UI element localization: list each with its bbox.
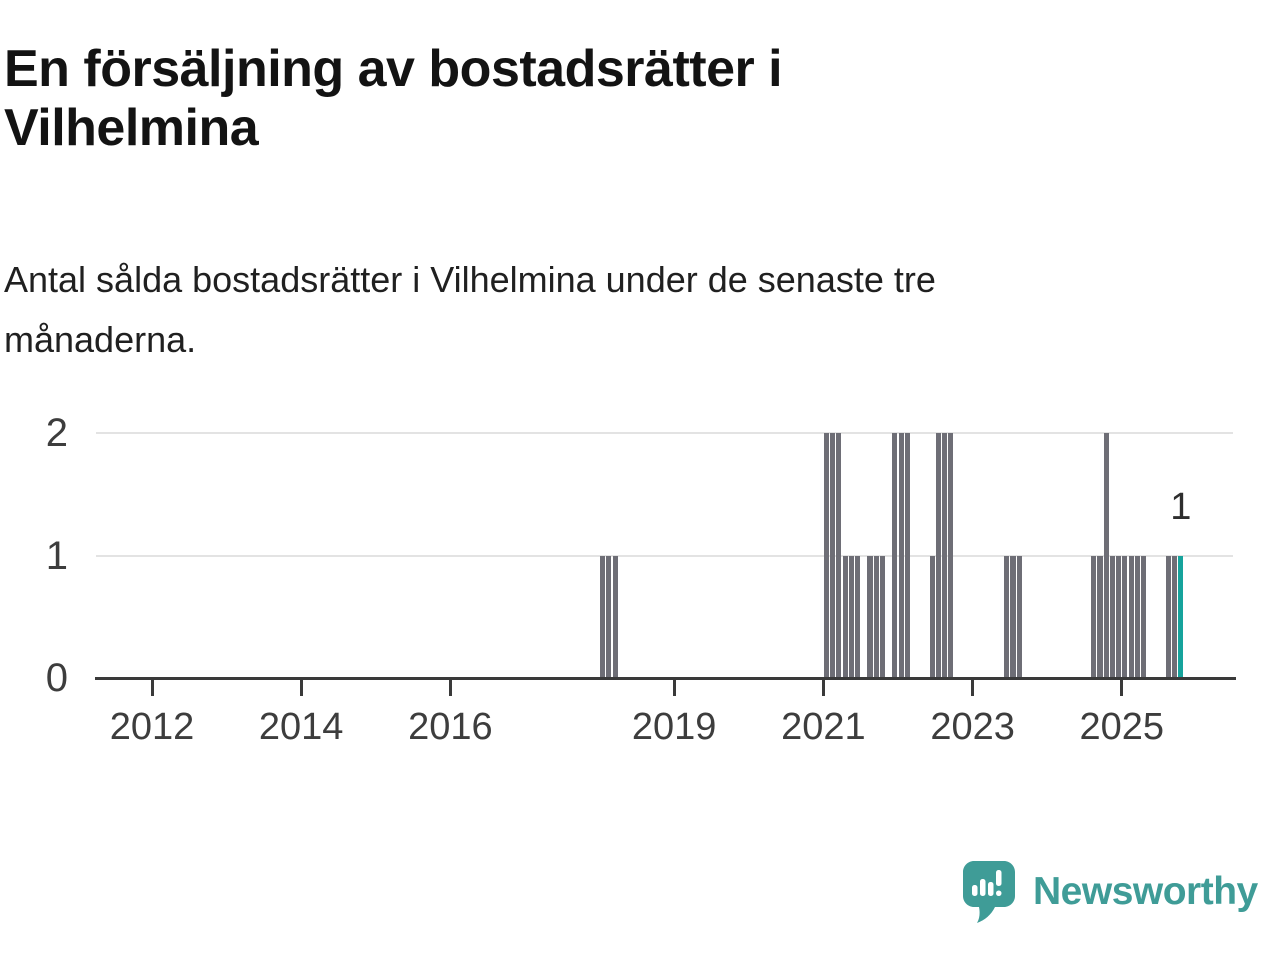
bar-2018-03 bbox=[612, 555, 618, 678]
bar-2025-01 bbox=[1122, 555, 1128, 678]
bar-2021-04 bbox=[842, 555, 848, 678]
x-tick-2019 bbox=[672, 680, 676, 696]
x-tick-2021 bbox=[821, 680, 825, 696]
bar-2024-10 bbox=[1103, 433, 1109, 678]
brand-footer: Newsworthy bbox=[961, 858, 1280, 928]
gridline-y1 bbox=[96, 554, 1233, 557]
bar-2025-08 bbox=[1165, 555, 1171, 678]
bar-2021-06 bbox=[855, 555, 861, 678]
bar-2023-07 bbox=[1010, 555, 1016, 678]
bar-2025-10 bbox=[1178, 555, 1184, 678]
chart-subtitle: Antal sålda bostadsrätter i Vilhelmina u… bbox=[4, 259, 936, 361]
bar-2021-08 bbox=[867, 555, 873, 678]
bar-2022-07 bbox=[935, 433, 941, 678]
x-axis-label-2014: 2014 bbox=[258, 706, 344, 748]
x-axis-label-2023: 2023 bbox=[930, 706, 1015, 748]
bar-2022-01 bbox=[898, 433, 904, 678]
bar-2025-03 bbox=[1134, 555, 1140, 678]
bar-2021-09 bbox=[873, 555, 879, 678]
bar-2024-11 bbox=[1109, 555, 1115, 678]
bar-2021-03 bbox=[836, 433, 842, 678]
x-tick-2012 bbox=[150, 680, 154, 696]
x-tick-2016 bbox=[448, 680, 452, 696]
bar-2021-05 bbox=[848, 555, 854, 678]
bar-2024-12 bbox=[1116, 555, 1122, 678]
x-axis-label-2025: 2025 bbox=[1079, 706, 1165, 748]
bar-2025-09 bbox=[1172, 555, 1178, 678]
bar-2021-02 bbox=[830, 433, 836, 678]
bar-2022-08 bbox=[942, 433, 948, 678]
bar-2021-01 bbox=[823, 433, 830, 678]
gridline-y2 bbox=[96, 432, 1233, 435]
x-axis-line bbox=[95, 677, 1236, 680]
bar-2018-01 bbox=[600, 555, 606, 678]
bar-2022-09 bbox=[948, 433, 954, 678]
bar-2022-02 bbox=[904, 433, 910, 678]
bar-2025-04 bbox=[1141, 555, 1147, 678]
chart-title: En försäljning av bostadsrätter i Vilhel… bbox=[4, 40, 783, 157]
x-tick-2014 bbox=[299, 680, 303, 696]
bar-2023-08 bbox=[1016, 555, 1022, 678]
newsworthy-logo-icon bbox=[963, 861, 1015, 923]
x-axis-label-2019: 2019 bbox=[631, 706, 717, 748]
x-axis-label-2021: 2021 bbox=[781, 706, 866, 748]
bar-2018-02 bbox=[606, 555, 612, 678]
bar-2024-08 bbox=[1091, 555, 1097, 678]
bar-value-label: 1 bbox=[1170, 485, 1192, 528]
bar-2023-06 bbox=[1004, 555, 1010, 678]
x-axis-label-2016: 2016 bbox=[408, 706, 493, 748]
bar-2021-10 bbox=[879, 555, 885, 678]
bar-2022-06 bbox=[929, 555, 935, 678]
x-tick-2023 bbox=[971, 680, 975, 696]
y-axis-label-1: 1 bbox=[45, 533, 68, 578]
x-axis-label-2012: 2012 bbox=[109, 706, 195, 748]
bar-2021-12 bbox=[892, 433, 898, 678]
bar-2024-09 bbox=[1097, 555, 1103, 678]
y-axis-label-0: 0 bbox=[45, 656, 68, 700]
bar-chart: 0 1 2 2012 2014 2016 2019 2021 2023 2025 1 bbox=[0, 400, 1280, 760]
y-axis-label-2: 2 bbox=[45, 411, 68, 456]
bar-2025-02 bbox=[1128, 555, 1134, 678]
brand-name: Newsworthy bbox=[1033, 870, 1258, 913]
x-tick-2025 bbox=[1120, 680, 1124, 696]
